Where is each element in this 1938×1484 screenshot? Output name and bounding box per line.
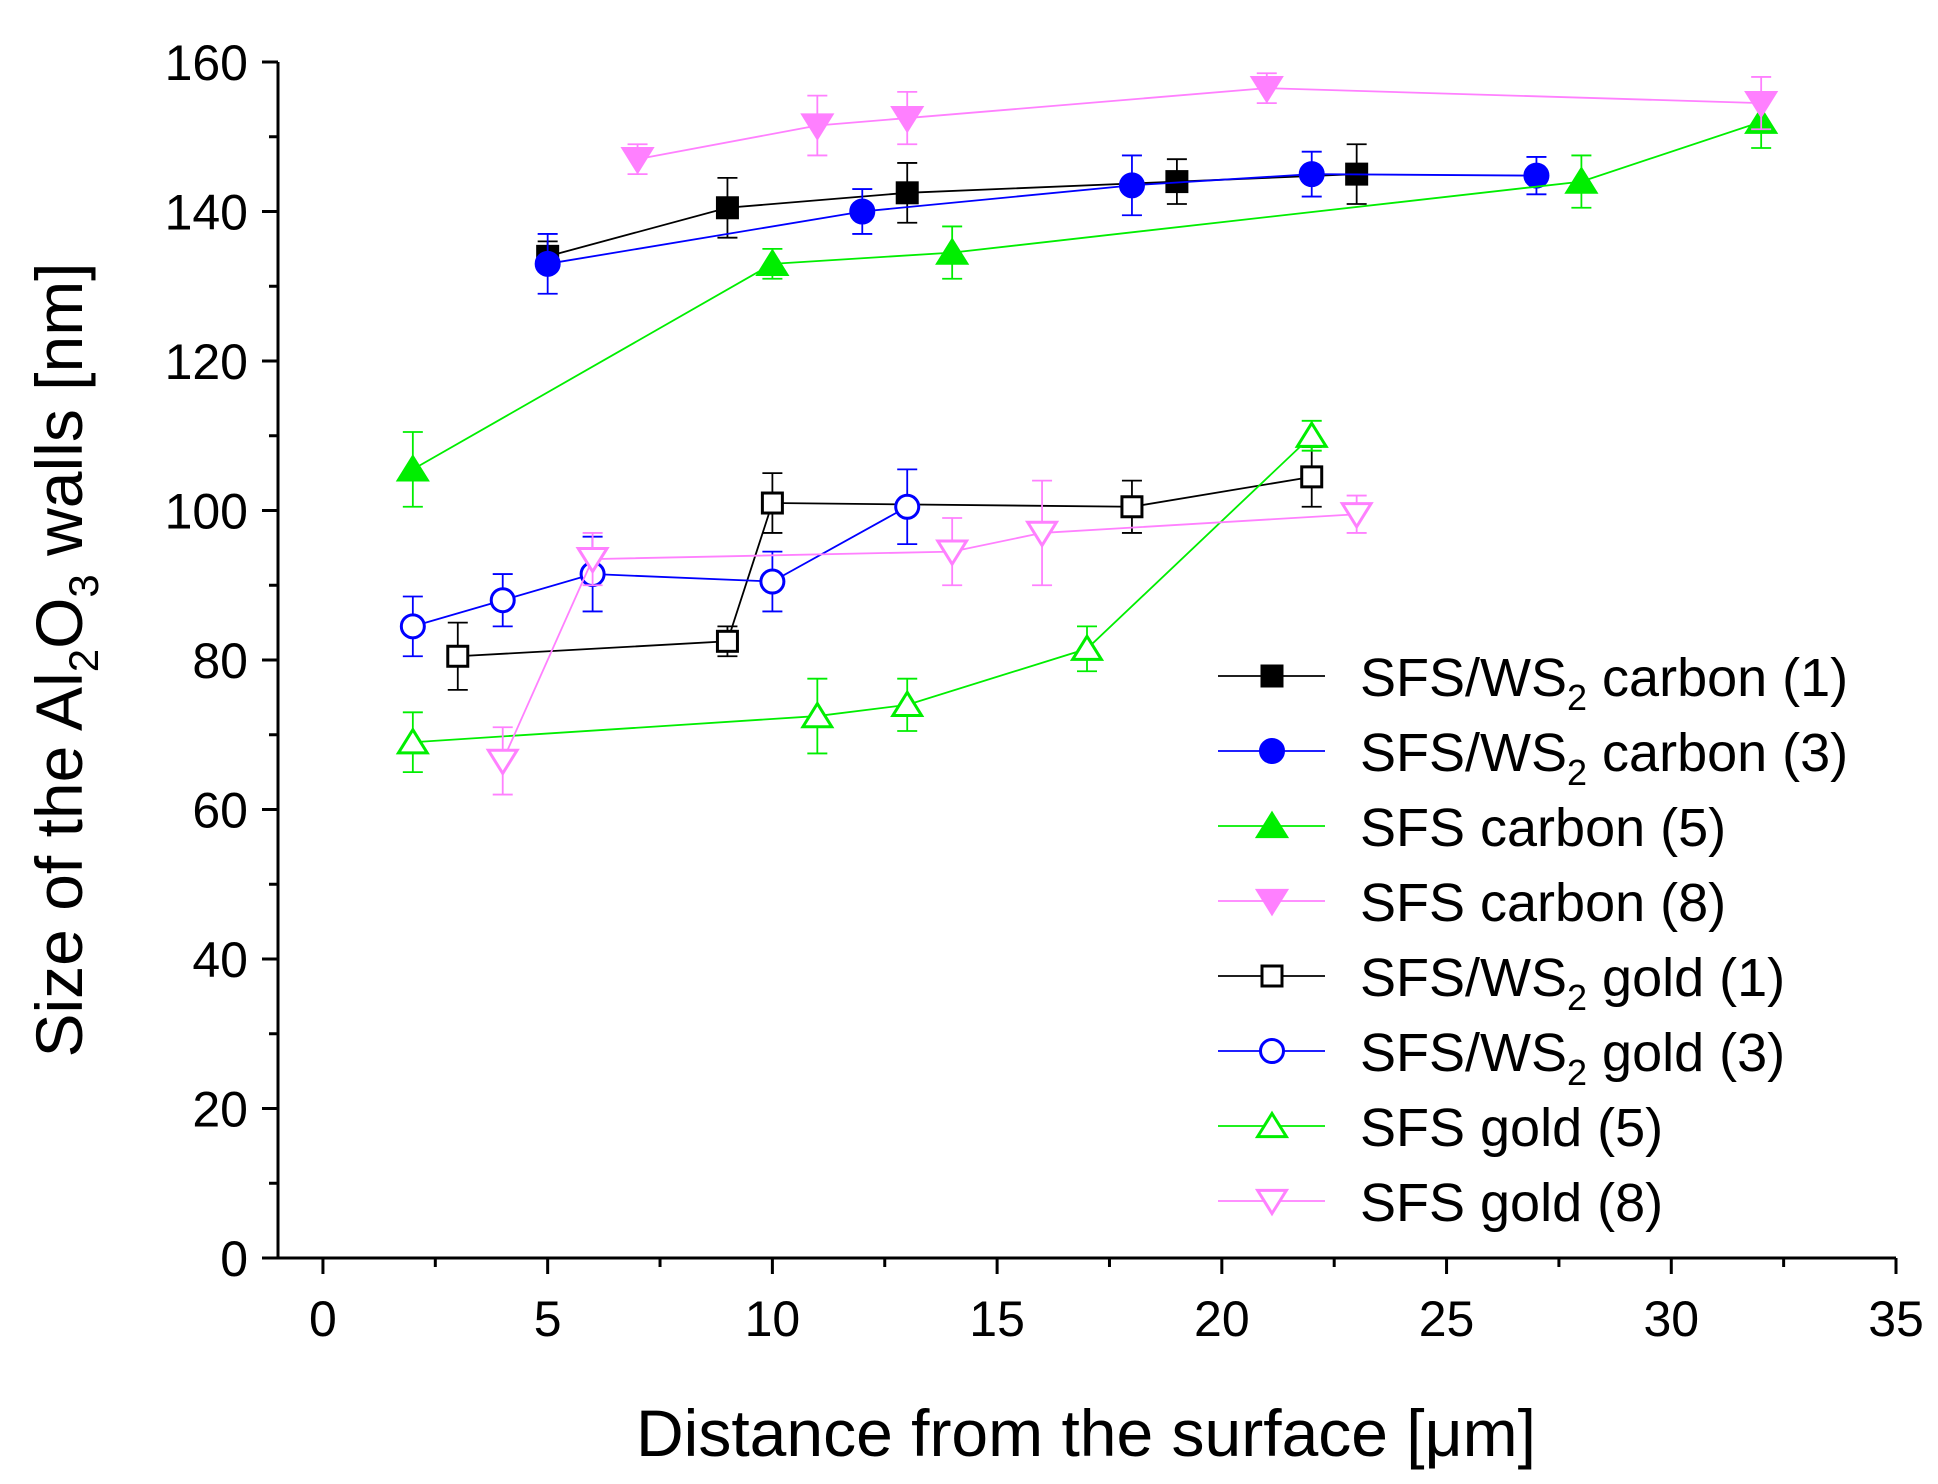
x-axis-label: Distance from the surface [μm]: [636, 1396, 1536, 1470]
plot-area: [395, 72, 1779, 796]
series-line: [637, 87, 1762, 161]
legend-label: SFS/WS2 carbon (3): [1360, 723, 1848, 793]
data-point: [1069, 633, 1105, 661]
x-tick-label: 30: [1643, 1291, 1699, 1347]
data-point: [1294, 420, 1329, 448]
data-point: [849, 198, 876, 225]
series-5: [446, 446, 1324, 691]
data-point: [894, 493, 921, 520]
data-point: [534, 250, 561, 277]
x-tick-label: 10: [745, 1291, 801, 1347]
data-point: [715, 196, 739, 220]
legend-entry: SFS carbon (8): [1218, 873, 1726, 933]
legend-entry: SFS gold (5): [1218, 1098, 1663, 1158]
legend-marker: [1259, 738, 1285, 764]
series-6: [399, 468, 921, 658]
data-point: [620, 147, 655, 175]
data-point: [489, 587, 516, 614]
data-point: [1118, 172, 1145, 199]
data-point: [446, 644, 470, 668]
series-line: [412, 435, 1313, 744]
y-tick-label: 100: [165, 484, 248, 540]
data-point: [890, 105, 925, 134]
data-point: [715, 629, 739, 653]
series-line: [412, 505, 908, 628]
data-point: [935, 237, 970, 265]
data-point: [760, 491, 784, 515]
data-point: [1024, 520, 1060, 549]
data-point: [1298, 161, 1325, 188]
legend-label: SFS gold (5): [1360, 1098, 1663, 1158]
data-point: [485, 748, 520, 777]
data-point: [1339, 502, 1374, 530]
data-point: [755, 248, 790, 276]
legend-label: SFS gold (8): [1360, 1173, 1663, 1233]
x-tick-label: 25: [1419, 1291, 1475, 1347]
series-line: [412, 120, 1762, 471]
y-tick-label: 0: [220, 1231, 248, 1287]
legend-entry: SFS/WS2 gold (3): [1218, 1023, 1785, 1093]
legend-label: SFS/WS2 carbon (1): [1360, 648, 1848, 718]
data-point: [1120, 495, 1144, 519]
series-8: [485, 479, 1374, 796]
series-3: [395, 94, 1779, 508]
y-tick-label: 160: [165, 35, 248, 91]
legend-label: SFS carbon (8): [1360, 873, 1726, 933]
legend-marker: [1254, 888, 1290, 917]
y-tick-label: 140: [165, 185, 248, 241]
data-point: [1744, 90, 1779, 119]
legend-marker: [1260, 964, 1284, 988]
y-axis-label: Size of the Al2O3 walls [nm]: [22, 262, 107, 1057]
x-tick-label: 5: [534, 1291, 562, 1347]
legend-marker: [1254, 810, 1290, 839]
data-point: [395, 454, 430, 482]
legend-marker: [1259, 1038, 1285, 1064]
legend-label: SFS/WS2 gold (3): [1360, 1023, 1785, 1093]
data-point: [890, 689, 925, 717]
data-point: [759, 568, 786, 595]
legend-marker: [1260, 664, 1284, 688]
series-line: [501, 513, 1357, 762]
data-point: [935, 539, 970, 567]
data-point: [575, 546, 610, 575]
legend-marker: [1254, 1110, 1290, 1139]
legend-entry: SFS/WS2 carbon (3): [1218, 723, 1848, 793]
data-point: [800, 113, 835, 141]
legend-entry: SFS gold (8): [1218, 1173, 1663, 1233]
data-point: [895, 181, 919, 205]
legend-entry: SFS carbon (5): [1218, 798, 1726, 858]
legend-label: SFS carbon (5): [1360, 798, 1726, 858]
y-tick-label: 20: [192, 1082, 248, 1138]
data-point: [395, 726, 430, 755]
data-point: [1523, 162, 1550, 189]
data-point: [1249, 76, 1284, 104]
y-tick-label: 80: [192, 633, 248, 689]
legend-label: SFS/WS2 gold (1): [1360, 948, 1785, 1018]
ticks: 0 20 40 60 80 100 120 140 160 0 5 10 15 20 25 30 35: [165, 35, 1924, 1347]
data-point: [800, 700, 835, 729]
y-tick-label: 40: [192, 932, 248, 988]
legend-entry: SFS/WS2 gold (1): [1218, 948, 1785, 1018]
x-tick-label: 0: [309, 1291, 337, 1347]
data-point: [399, 613, 426, 640]
legend-marker: [1254, 1188, 1290, 1217]
x-tick-label: 35: [1868, 1291, 1924, 1347]
legend-entry: SFS/WS2 carbon (1): [1218, 648, 1848, 718]
data-point: [1564, 166, 1599, 194]
x-tick-label: 15: [969, 1291, 1025, 1347]
y-tick-label: 60: [192, 783, 248, 839]
series-7: [395, 419, 1329, 774]
data-point: [1300, 465, 1324, 489]
series-4: [620, 72, 1779, 176]
legend: SFS/WS2 carbon (1)SFS/WS2 carbon (3)SFS …: [1218, 648, 1848, 1233]
y-tick-label: 120: [165, 334, 248, 390]
series-2: [534, 150, 1550, 295]
x-tick-label: 20: [1194, 1291, 1250, 1347]
